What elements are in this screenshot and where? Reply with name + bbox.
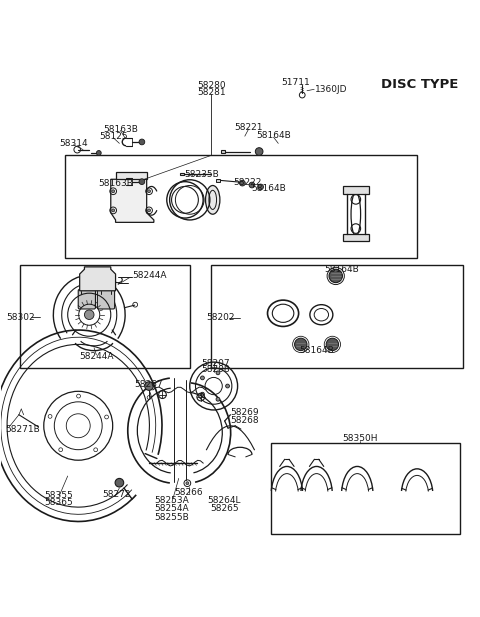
Text: 58222: 58222: [233, 178, 262, 187]
Circle shape: [139, 179, 145, 184]
Text: 58221: 58221: [234, 123, 263, 132]
Text: 58235B: 58235B: [184, 170, 219, 180]
Text: 58207: 58207: [202, 358, 230, 368]
Text: 58265: 58265: [210, 503, 239, 513]
Polygon shape: [111, 180, 154, 222]
Text: 58125: 58125: [99, 131, 128, 141]
Polygon shape: [116, 172, 147, 180]
Text: 58266: 58266: [174, 488, 203, 497]
Bar: [65, 155, 417, 259]
Circle shape: [96, 151, 101, 155]
Bar: [20, 265, 190, 368]
Text: 58269: 58269: [230, 408, 259, 417]
Text: 58253A: 58253A: [155, 497, 190, 505]
Text: 58244A: 58244A: [79, 352, 114, 361]
Text: 58254A: 58254A: [155, 503, 189, 513]
Text: 58164B: 58164B: [256, 131, 291, 139]
Circle shape: [139, 139, 145, 145]
Circle shape: [295, 338, 307, 350]
Text: 58281: 58281: [197, 88, 226, 97]
Polygon shape: [343, 234, 369, 241]
Text: 58268: 58268: [230, 416, 259, 425]
Circle shape: [216, 371, 220, 375]
Polygon shape: [80, 267, 116, 291]
Circle shape: [255, 147, 263, 155]
Bar: [211, 265, 463, 368]
Text: 58255B: 58255B: [155, 513, 190, 522]
Text: 58280: 58280: [197, 81, 226, 91]
Circle shape: [148, 190, 151, 193]
FancyBboxPatch shape: [97, 289, 115, 309]
Text: 58272: 58272: [102, 490, 131, 499]
Circle shape: [216, 397, 220, 401]
Text: 58355: 58355: [45, 491, 73, 500]
Text: 58302: 58302: [6, 313, 35, 321]
Circle shape: [112, 190, 115, 193]
Text: 58314: 58314: [59, 139, 88, 148]
Text: 1360JD: 1360JD: [315, 85, 348, 94]
Text: 58164B: 58164B: [252, 184, 286, 193]
Circle shape: [201, 376, 204, 380]
FancyBboxPatch shape: [78, 289, 96, 309]
Circle shape: [186, 482, 189, 484]
Circle shape: [329, 269, 342, 283]
Text: 58164B: 58164B: [299, 346, 334, 355]
Text: 51711: 51711: [282, 78, 311, 87]
Text: 58163B: 58163B: [103, 125, 138, 133]
Polygon shape: [221, 150, 225, 153]
Text: 58264L: 58264L: [207, 497, 241, 505]
Text: 58163B: 58163B: [98, 178, 133, 188]
Circle shape: [258, 184, 264, 190]
Circle shape: [240, 180, 245, 186]
Text: 58365: 58365: [45, 498, 73, 507]
Ellipse shape: [205, 186, 220, 214]
Bar: [271, 444, 460, 534]
Text: DISC TYPE: DISC TYPE: [381, 78, 458, 91]
Text: 58267: 58267: [134, 379, 162, 389]
Circle shape: [84, 310, 94, 320]
Text: 58164B: 58164B: [324, 265, 359, 274]
Text: 58244A: 58244A: [132, 271, 167, 281]
Circle shape: [148, 209, 151, 212]
Text: 58202: 58202: [206, 313, 235, 322]
Circle shape: [326, 338, 338, 350]
Text: 58208: 58208: [202, 365, 230, 375]
Circle shape: [115, 478, 124, 487]
Circle shape: [249, 182, 255, 188]
Text: 58350H: 58350H: [342, 434, 377, 443]
Circle shape: [145, 382, 154, 391]
Circle shape: [201, 392, 204, 396]
Polygon shape: [216, 179, 220, 181]
Polygon shape: [180, 173, 184, 175]
Circle shape: [112, 209, 115, 212]
Circle shape: [226, 384, 229, 388]
Text: 58271B: 58271B: [5, 424, 40, 434]
Polygon shape: [343, 186, 369, 194]
